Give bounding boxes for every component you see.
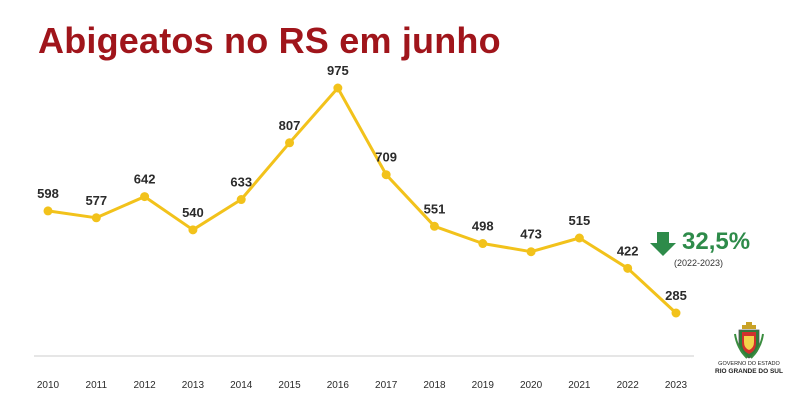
data-point xyxy=(43,206,53,216)
government-logo: GOVERNO DO ESTADO RIO GRANDE DO SUL xyxy=(715,322,783,384)
down-arrow-icon xyxy=(650,232,676,256)
x-tick-label: 2015 xyxy=(278,380,301,391)
series-line xyxy=(47,86,678,315)
data-label: 709 xyxy=(375,150,397,165)
data-label: 515 xyxy=(569,213,591,228)
x-tick-label: 2012 xyxy=(133,380,156,391)
logo-text-government: GOVERNO DO ESTADO xyxy=(718,361,780,367)
change-indicator: 32,5% (2022-2023) xyxy=(650,228,760,278)
data-label: 577 xyxy=(85,193,107,208)
x-tick-label: 2020 xyxy=(520,380,543,391)
data-label: 422 xyxy=(617,243,639,258)
x-tick-label: 2022 xyxy=(617,380,640,391)
data-point xyxy=(623,263,633,273)
data-point xyxy=(285,138,295,148)
data-point xyxy=(429,221,439,231)
x-tick-label: 2021 xyxy=(568,380,591,391)
data-point xyxy=(236,195,246,205)
x-tick-label: 2013 xyxy=(182,380,205,391)
data-label: 498 xyxy=(472,219,494,234)
data-point xyxy=(140,192,150,202)
chart-title: Abigeatos no RS em junho xyxy=(38,20,501,61)
x-tick-label: 2017 xyxy=(375,380,398,391)
x-tick-label: 2016 xyxy=(327,380,350,391)
data-point xyxy=(526,247,536,257)
data-label: 540 xyxy=(182,205,204,220)
data-point xyxy=(381,170,391,180)
change-period: (2022-2023) xyxy=(674,258,724,268)
x-tick-label: 2014 xyxy=(230,380,253,391)
data-point xyxy=(333,83,343,93)
data-label: 975 xyxy=(327,63,349,78)
data-label: 598 xyxy=(37,186,59,201)
logo-text-state: RIO GRANDE DO SUL xyxy=(715,368,783,375)
data-point xyxy=(91,213,101,223)
data-label: 473 xyxy=(520,227,542,242)
series-group xyxy=(43,83,681,318)
data-labels-group: 598 577 642 540 633 807 975 709 551 498 473 515 422 2… xyxy=(37,63,687,303)
data-point xyxy=(188,225,198,235)
data-label: 633 xyxy=(230,175,252,190)
x-tick-label: 2011 xyxy=(86,380,108,391)
data-label: 285 xyxy=(665,288,687,303)
data-point xyxy=(478,239,488,249)
x-tick-label: 2019 xyxy=(472,380,495,391)
x-tick-label: 2010 xyxy=(37,380,60,391)
x-tick-label: 2018 xyxy=(423,380,446,391)
x-tick-labels-group: 2010 2011 2012 2013 2014 2015 2016 2017 2018 2019… xyxy=(37,380,688,391)
data-label: 551 xyxy=(424,201,446,216)
x-tick-label: 2023 xyxy=(665,380,688,391)
data-label: 807 xyxy=(279,118,301,133)
data-point xyxy=(574,233,584,243)
coat-of-arms-icon xyxy=(734,322,764,359)
data-point xyxy=(671,308,681,318)
change-percent: 32,5% xyxy=(682,228,751,255)
data-label: 642 xyxy=(134,172,156,187)
